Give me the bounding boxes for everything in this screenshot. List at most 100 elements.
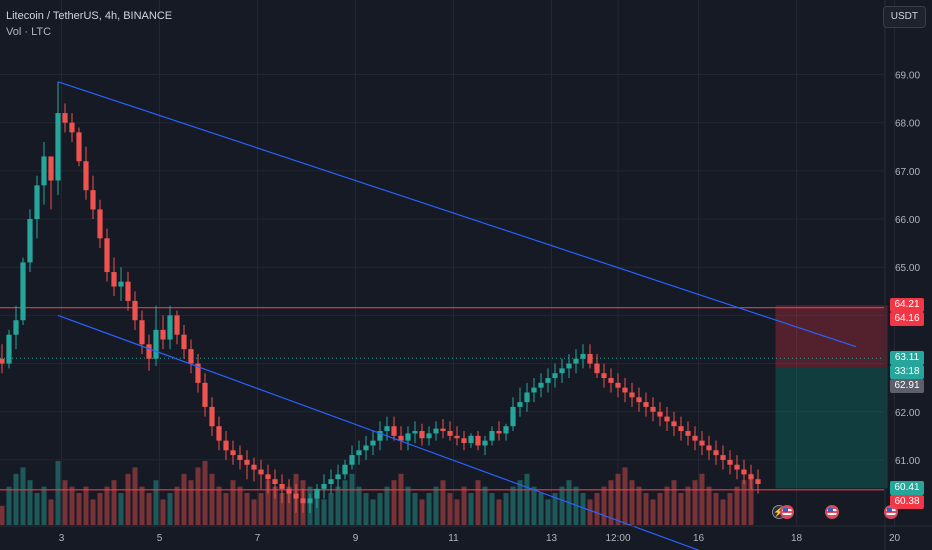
- volume-bar: [258, 493, 264, 525]
- candle-body: [356, 450, 362, 456]
- candle-body: [13, 320, 19, 335]
- volume-bar: [363, 493, 369, 525]
- candle-body: [237, 455, 243, 460]
- volume-bar: [132, 467, 138, 525]
- volume-bar: [412, 493, 418, 525]
- volume-bar: [209, 473, 215, 525]
- candle-body: [657, 411, 663, 417]
- symbol-title[interactable]: Litecoin / TetherUS, 4h, BINANCE: [6, 10, 173, 22]
- volume-bar: [594, 493, 600, 525]
- candle-body: [468, 435, 474, 444]
- candle-body: [615, 382, 621, 388]
- time-tick-label: 18: [791, 533, 803, 544]
- price-label: 64.21: [890, 298, 924, 313]
- price-label: 64.16: [890, 312, 924, 327]
- volume-bar: [90, 499, 96, 525]
- volume-bar: [41, 486, 47, 525]
- candle-body: [41, 156, 47, 186]
- candle-body: [195, 363, 201, 383]
- volume-bar: [251, 499, 257, 525]
- volume-bar: [55, 461, 61, 525]
- candle-body: [433, 428, 439, 434]
- candle-body: [34, 185, 40, 220]
- candle-body: [426, 433, 432, 439]
- candle-body: [55, 113, 61, 181]
- candle-body: [279, 484, 285, 489]
- candle-body: [419, 431, 425, 439]
- candle-body: [608, 378, 614, 383]
- candle-body: [720, 455, 726, 460]
- candle-body: [167, 315, 173, 340]
- candle-body: [643, 402, 649, 407]
- volume-bar: [328, 493, 334, 525]
- volume-bar: [321, 499, 327, 525]
- volume-bar: [692, 480, 698, 525]
- price-tick-label: 69.00: [895, 71, 920, 82]
- trendline: [57, 81, 857, 348]
- volume-indicator-label[interactable]: Vol · LTC: [6, 26, 52, 38]
- volume-bar: [27, 480, 33, 525]
- volume-bar: [433, 486, 439, 525]
- candle-body: [398, 435, 404, 441]
- candle-body: [300, 498, 306, 504]
- currency-button[interactable]: USDT: [882, 6, 926, 28]
- volume-bar: [650, 499, 656, 525]
- volume-bar: [202, 461, 208, 525]
- volume-bar: [510, 486, 516, 525]
- price-tick-label: 68.00: [895, 119, 920, 130]
- candle-body: [153, 329, 159, 359]
- time-tick-label: 3: [59, 533, 65, 544]
- volume-bar: [608, 480, 614, 525]
- candle-body: [62, 113, 68, 123]
- volume-bar: [0, 505, 5, 525]
- candle-body: [216, 426, 222, 441]
- candle-body: [538, 382, 544, 388]
- candle-body: [580, 353, 586, 359]
- volume-bar: [398, 473, 404, 525]
- candle-body: [692, 435, 698, 441]
- volume-bar: [517, 480, 523, 525]
- candle-body: [335, 474, 341, 480]
- candle-body: [482, 440, 488, 446]
- volume-bar: [748, 473, 754, 525]
- volume-bar: [153, 480, 159, 525]
- time-tick-label: 12:00: [605, 533, 630, 544]
- candle-body: [685, 431, 691, 436]
- us-flag-icon[interactable]: [884, 505, 898, 519]
- time-tick-label: 11: [448, 533, 459, 544]
- volume-bar: [125, 473, 131, 525]
- volume-bar: [482, 486, 488, 525]
- price-tick-label: 67.00: [895, 167, 920, 178]
- candle-body: [293, 493, 299, 499]
- price-tick-label: 66.00: [895, 215, 920, 226]
- time-tick-label: 7: [255, 533, 261, 544]
- volume-bar: [664, 486, 670, 525]
- candle-body: [258, 469, 264, 475]
- candle-body: [713, 450, 719, 456]
- candle-body: [566, 363, 572, 369]
- volume-bar: [601, 486, 607, 525]
- volume-bar: [741, 480, 747, 525]
- candle-body: [517, 402, 523, 407]
- candle-body: [363, 445, 369, 451]
- volume-bar: [468, 493, 474, 525]
- volume-bar: [657, 493, 663, 525]
- volume-bar: [104, 486, 110, 525]
- candle-body: [230, 450, 236, 456]
- candle-body: [531, 387, 537, 393]
- volume-bar: [146, 493, 152, 525]
- candle-body: [671, 421, 677, 427]
- candle-body: [594, 363, 600, 374]
- candle-body: [552, 373, 558, 379]
- price-tick-label: 61.00: [895, 456, 920, 467]
- us-flag-icon[interactable]: [780, 505, 795, 519]
- volume-bar: [181, 473, 187, 525]
- price-tick-label: 65.00: [895, 263, 920, 274]
- volume-bar: [216, 486, 222, 525]
- candle-body: [27, 219, 33, 263]
- volume-bar: [342, 480, 348, 525]
- us-flag-icon[interactable]: [824, 505, 839, 519]
- volume-bar: [48, 499, 54, 525]
- volume-bar: [377, 493, 383, 525]
